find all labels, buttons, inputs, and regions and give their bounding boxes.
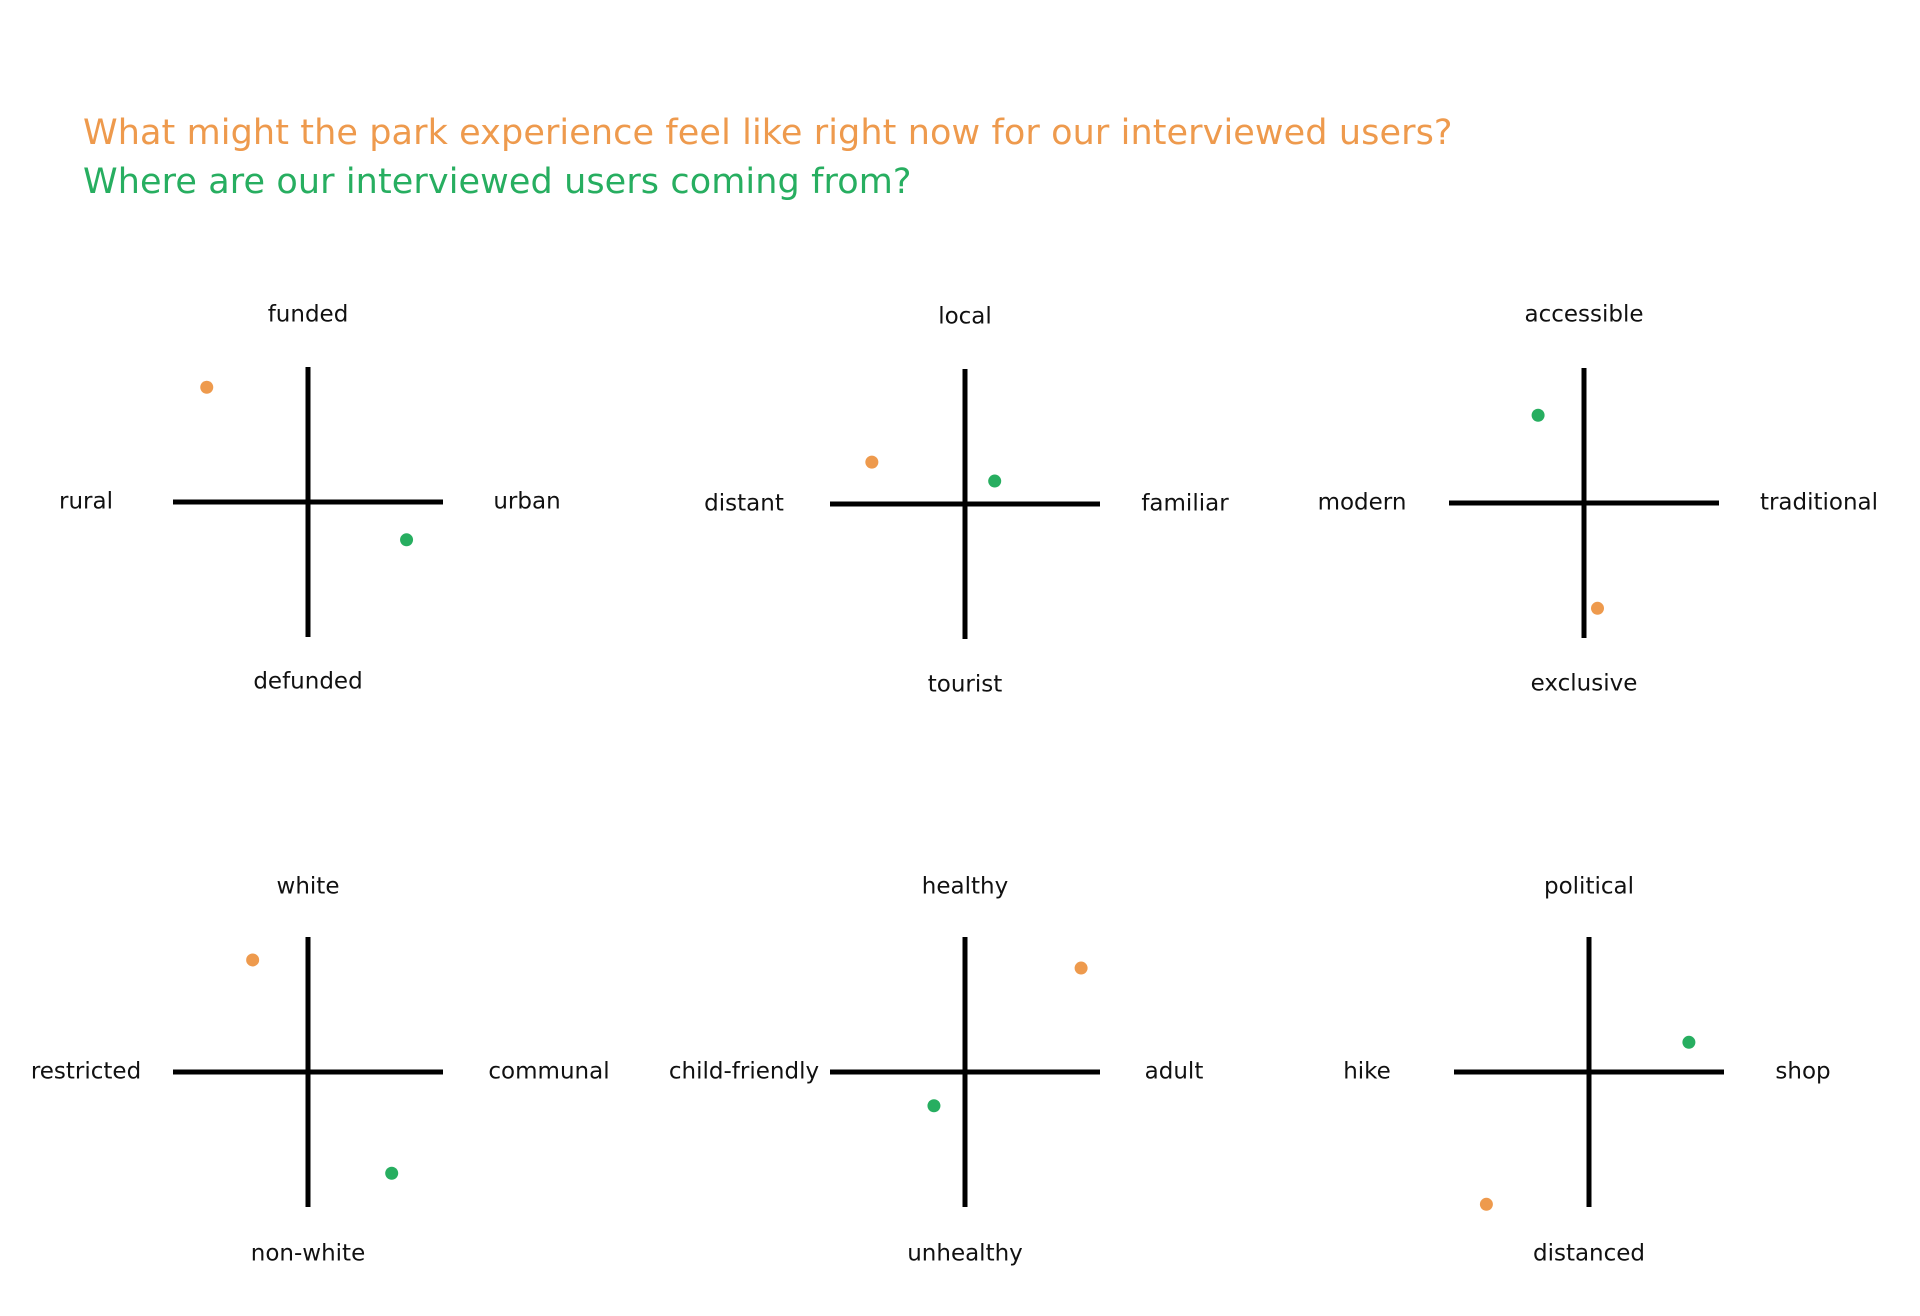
axis-label-bottom: defunded — [253, 668, 363, 695]
axis-label-bottom: non-white — [250, 1240, 366, 1267]
orange-dot — [1479, 1197, 1493, 1211]
axis-label-top: political — [1544, 873, 1634, 900]
orange-dot — [246, 953, 260, 967]
quadrant-chart-6: political distanced hike shop — [1343, 875, 1830, 1265]
orange-dot — [1591, 601, 1604, 615]
green-dot — [400, 533, 414, 547]
axis-label-top: local — [938, 303, 992, 330]
axis-label-right: familiar — [1141, 490, 1229, 517]
axis-label-left: restricted — [30, 1058, 142, 1085]
axis-label-left: distant — [704, 490, 784, 517]
axis-label-right: communal — [488, 1058, 610, 1085]
axis-label-top: white — [276, 873, 340, 900]
title-green-question: Where are our interviewed users coming f… — [83, 162, 912, 202]
axis-label-left: modern — [1317, 489, 1407, 516]
axis-label-left: child-friendly — [668, 1058, 820, 1085]
green-dot — [1682, 1035, 1696, 1049]
quadrant-svg — [830, 369, 1100, 639]
green-dot — [385, 1166, 399, 1180]
axis-label-bottom: distanced — [1532, 1240, 1646, 1267]
axis-label-right: adult — [1144, 1058, 1204, 1085]
axis-label-bottom: exclusive — [1530, 670, 1638, 697]
quadrant-svg — [173, 367, 443, 637]
title-orange-question: What might the park experience feel like… — [83, 113, 1453, 153]
green-dot — [988, 474, 1002, 488]
axis-label-top: accessible — [1524, 301, 1644, 328]
orange-dot — [865, 455, 879, 469]
quadrant-svg — [1449, 368, 1719, 638]
axis-label-top: healthy — [921, 873, 1009, 900]
quadrant-svg — [173, 937, 443, 1207]
axis-label-top: funded — [267, 301, 349, 328]
quadrant-chart-4: white non-white restricted communal — [31, 875, 610, 1265]
axis-label-right: traditional — [1759, 489, 1879, 516]
orange-dot — [1074, 961, 1088, 975]
green-dot — [927, 1099, 941, 1113]
green-dot — [1531, 408, 1545, 422]
axis-label-left: rural — [59, 488, 113, 515]
quadrant-chart-2: local tourist distant familiar — [704, 305, 1229, 696]
axis-label-bottom: unhealthy — [907, 1240, 1023, 1267]
orange-dot — [200, 380, 214, 394]
quadrant-chart-1: funded defunded rural urban — [59, 303, 561, 693]
axis-label-left: hike — [1343, 1058, 1391, 1085]
axis-label-right: shop — [1775, 1058, 1831, 1085]
quadrant-chart-3: accessible exclusive modern traditional — [1318, 303, 1878, 695]
axis-label-bottom: tourist — [927, 671, 1003, 698]
axis-label-right: urban — [493, 488, 561, 515]
quadrant-svg — [830, 937, 1100, 1207]
quadrant-svg — [1454, 937, 1724, 1211]
quadrant-chart-5: healthy unhealthy child-friendly adult — [669, 875, 1203, 1265]
